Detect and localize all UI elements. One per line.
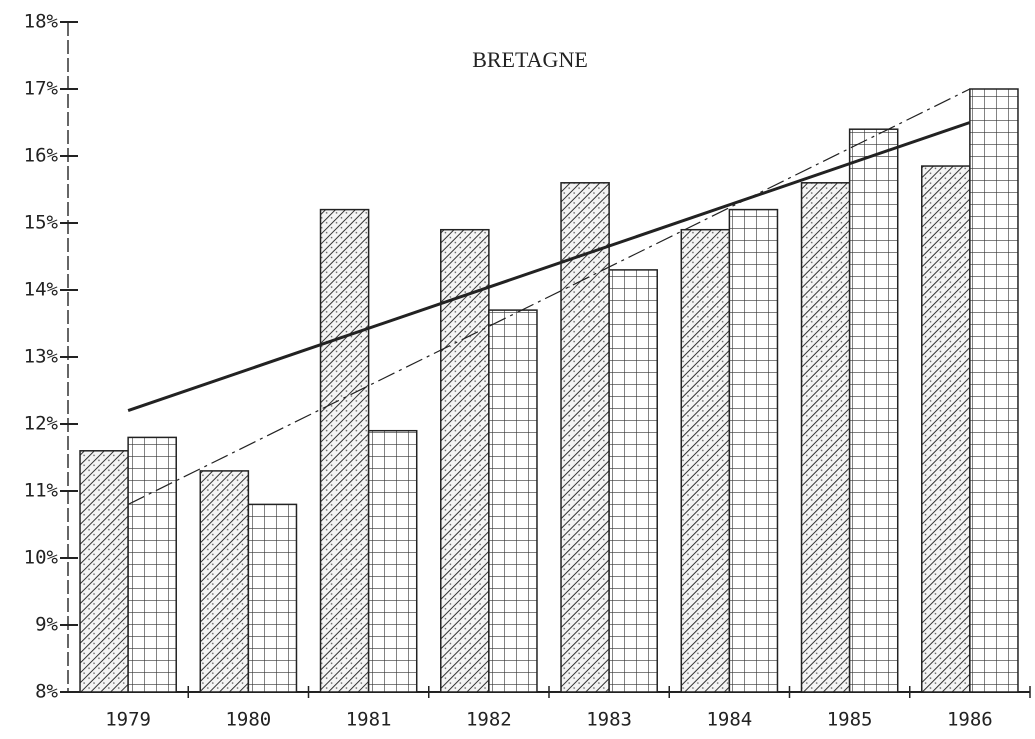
x-tick-label: 1985 [827,709,873,731]
bar [728,208,779,693]
bar [127,436,177,693]
bar [800,182,851,693]
y-tick-label: 15% [24,212,59,234]
bar [199,470,250,693]
y-tick-label: 9% [35,614,58,636]
y-tick-label: 13% [24,346,59,368]
x-tick-label: 1982 [466,709,512,731]
bar [969,88,1019,693]
x-tick-label: 1986 [947,709,993,731]
x-tick-label: 1980 [225,709,271,731]
bar [680,228,731,693]
bar [488,309,538,693]
x-tick-label: 1979 [105,709,151,731]
x-tick-label: 1983 [586,709,632,731]
trend-line [127,121,971,413]
bar [367,429,418,693]
trend-line [127,88,971,505]
y-tick-label: 16% [24,145,59,167]
chart-title: BRETAGNE [472,47,588,72]
y-tick-label: 10% [24,547,59,569]
bar [608,269,658,693]
y-tick-label: 8% [35,681,58,703]
x-tick-label: 1984 [706,709,752,731]
bar [440,228,490,693]
bar [79,450,129,693]
y-tick-label: 11% [24,480,59,502]
bar [247,503,298,693]
y-tick-label: 17% [24,78,59,100]
bar [319,208,370,693]
bar [848,128,899,693]
y-tick-label: 12% [24,413,59,435]
x-tick-label: 1981 [346,709,392,731]
y-tick-label: 18% [24,11,59,33]
bar [921,165,971,693]
y-tick-label: 14% [24,279,59,301]
